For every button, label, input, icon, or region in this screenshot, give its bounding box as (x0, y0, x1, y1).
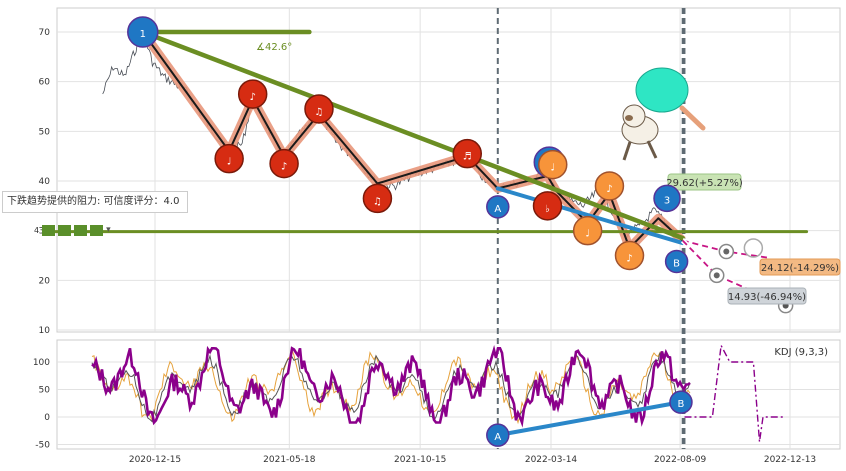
y-tick-label: 20 (39, 276, 51, 286)
wave-marker-label: ♩ (550, 163, 555, 174)
kdj-marker-label: A (494, 432, 501, 443)
wave-marker-label: ♫ (373, 196, 382, 207)
projection-label-box (667, 173, 742, 191)
wave-marker-label: 1 (140, 29, 146, 40)
wave-marker-label: ♩ (227, 157, 232, 168)
wave-marker (127, 16, 159, 48)
rating-more-icon[interactable]: ▾ (106, 224, 111, 235)
wave-marker (537, 149, 568, 180)
wave-marker-label: B (673, 258, 680, 269)
y-tick-label: -50 (35, 441, 50, 451)
dog-head (622, 104, 646, 128)
kdj-projection (684, 343, 786, 442)
wave-marker-label: ♪ (281, 162, 287, 173)
wave-marker (614, 240, 645, 271)
y-tick-label: 70 (39, 28, 51, 38)
y-tick-label: 100 (33, 358, 50, 368)
wave-marker (486, 195, 510, 219)
projection-node-core (713, 272, 720, 279)
dog-leg (622, 141, 632, 161)
kdj-trend-line (497, 400, 682, 438)
kdj-line-j (91, 344, 691, 428)
wave-marker-label: ♩ (585, 229, 590, 240)
trend-line-A-B (495, 186, 685, 246)
rating-icon (58, 224, 72, 236)
projection-end-ring (743, 238, 764, 258)
wave-marker-label: ♭ (545, 204, 550, 215)
wave-marker-label: ♪ (606, 184, 612, 195)
wave-marker (214, 143, 244, 174)
price-panel (56, 7, 841, 333)
wave-marker (304, 94, 334, 124)
racket-handle (679, 105, 706, 131)
x-tick-label: 2022-12-13 (764, 455, 816, 465)
rating-icon (42, 224, 56, 236)
wave-marker (664, 249, 689, 274)
wave-marker-label: ♬ (463, 152, 472, 163)
rating-icon (90, 224, 104, 236)
resistance-label: 下跌趋势提供的阻力: 可信度评分：4.0 (2, 191, 189, 213)
y-tick-label: 60 (39, 78, 51, 88)
wave-marker-label: 3 (664, 195, 670, 206)
dog-leg (646, 140, 658, 159)
mascot-illustration (621, 67, 706, 161)
kdj-title: KDJ (9,3,3) (774, 347, 828, 358)
trend-line-downtrend (140, 29, 685, 241)
y-tick-label: 40 (39, 177, 51, 187)
projection-node-core (723, 248, 730, 255)
x-tick-label: 2022-08-09 (654, 455, 707, 465)
x-tick-label: 2021-05-18 (263, 455, 316, 465)
rating-prefix: 4 (34, 225, 40, 235)
y-tick-label: 10 (39, 326, 51, 336)
wave-marker (653, 184, 681, 213)
wave-marker-label: ♪ (249, 92, 255, 103)
racket-head (635, 67, 689, 113)
projection-label: 14.93(-46.94%) (728, 292, 806, 303)
kdj-panel (56, 339, 841, 450)
wave-marker (594, 171, 625, 201)
projection-label-box (759, 258, 841, 276)
kdj-marker (486, 423, 510, 447)
resistance-text: 下跌趋势提供的阻力: 可信度评分：4.0 (7, 196, 180, 207)
wave-marker (237, 79, 268, 109)
wave-marker (452, 138, 483, 169)
wave-marker (269, 148, 299, 179)
wave-marker (532, 191, 563, 221)
x-tick-label: 2022-03-14 (525, 455, 578, 465)
kdj-line-k (91, 352, 691, 423)
x-tick-label: 2021-10-15 (394, 455, 446, 465)
angle-label: ∡42.6° (256, 42, 292, 53)
projection-label-box (727, 287, 807, 305)
kdj-marker-label: B (678, 399, 685, 410)
wave-marker (572, 215, 603, 246)
wave-marker-label: ♪ (626, 254, 632, 265)
wave-marker (362, 183, 393, 214)
rating-icon (74, 224, 88, 236)
y-tick-label: 0 (44, 413, 50, 423)
rating-row: 4 ▾ (34, 222, 118, 238)
projection-label: 24.12(-14.29%) (761, 263, 839, 274)
projection-label: 29.62(+5.27%) (666, 178, 743, 189)
wave-marker-label: ♫ (314, 107, 323, 118)
kdj-marker (669, 390, 693, 414)
y-tick-label: 50 (39, 127, 51, 137)
x-tick-label: 2020-12-15 (129, 455, 181, 465)
wave-marker-label: A (494, 204, 501, 215)
dog-muzzle (625, 115, 633, 121)
y-tick-label: 50 (39, 386, 51, 396)
